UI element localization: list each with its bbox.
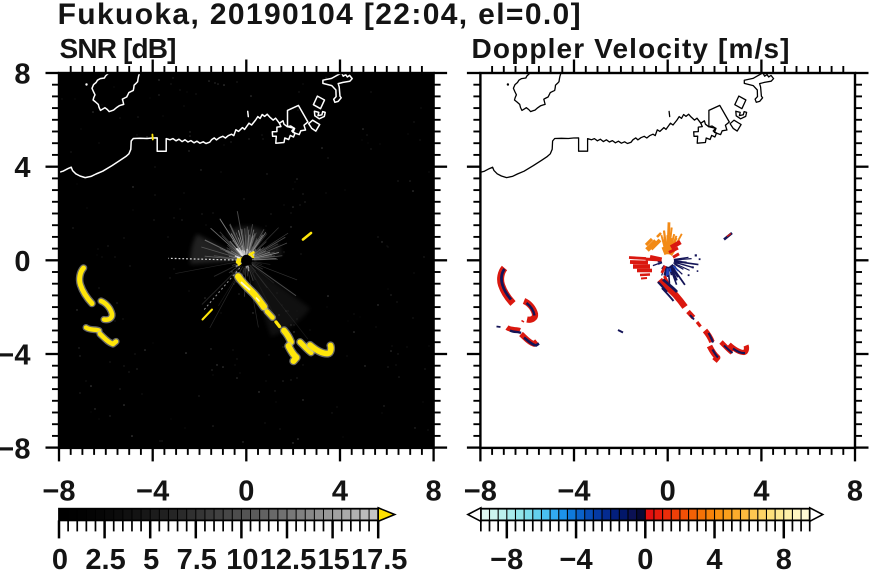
svg-text:0: 0: [660, 475, 676, 507]
svg-text:4: 4: [332, 475, 348, 507]
svg-text:Doppler Velocity [m/s]: Doppler Velocity [m/s]: [472, 33, 790, 64]
svg-text:Fukuoka, 20190104 [22:04, el=0: Fukuoka, 20190104 [22:04, el=0.0]: [58, 0, 581, 31]
svg-text:−4: −4: [560, 544, 593, 570]
svg-text:4: 4: [14, 152, 30, 184]
svg-text:8: 8: [776, 544, 792, 570]
svg-text:−4: −4: [0, 340, 31, 372]
svg-text:8: 8: [14, 59, 30, 91]
svg-text:5: 5: [143, 544, 159, 570]
svg-text:4: 4: [706, 544, 722, 570]
svg-text:0: 0: [14, 246, 30, 278]
svg-text:4: 4: [753, 475, 769, 507]
svg-text:−8: −8: [464, 475, 497, 507]
svg-text:2.5: 2.5: [85, 544, 125, 570]
svg-text:−4: −4: [136, 475, 169, 507]
svg-text:7.5: 7.5: [177, 544, 217, 570]
svg-text:15: 15: [317, 544, 349, 570]
svg-text:−8: −8: [490, 544, 523, 570]
svg-text:8: 8: [426, 475, 442, 507]
svg-text:−8: −8: [42, 475, 75, 507]
svg-text:8: 8: [847, 475, 863, 507]
svg-text:0: 0: [52, 544, 68, 570]
svg-text:10: 10: [226, 544, 258, 570]
svg-text:−4: −4: [557, 475, 590, 507]
svg-text:0: 0: [238, 475, 254, 507]
svg-text:12.5: 12.5: [260, 544, 316, 570]
svg-text:SNR [dB]: SNR [dB]: [60, 33, 177, 64]
svg-text:−8: −8: [0, 433, 31, 465]
svg-text:17.5: 17.5: [351, 544, 407, 570]
svg-text:0: 0: [637, 544, 653, 570]
